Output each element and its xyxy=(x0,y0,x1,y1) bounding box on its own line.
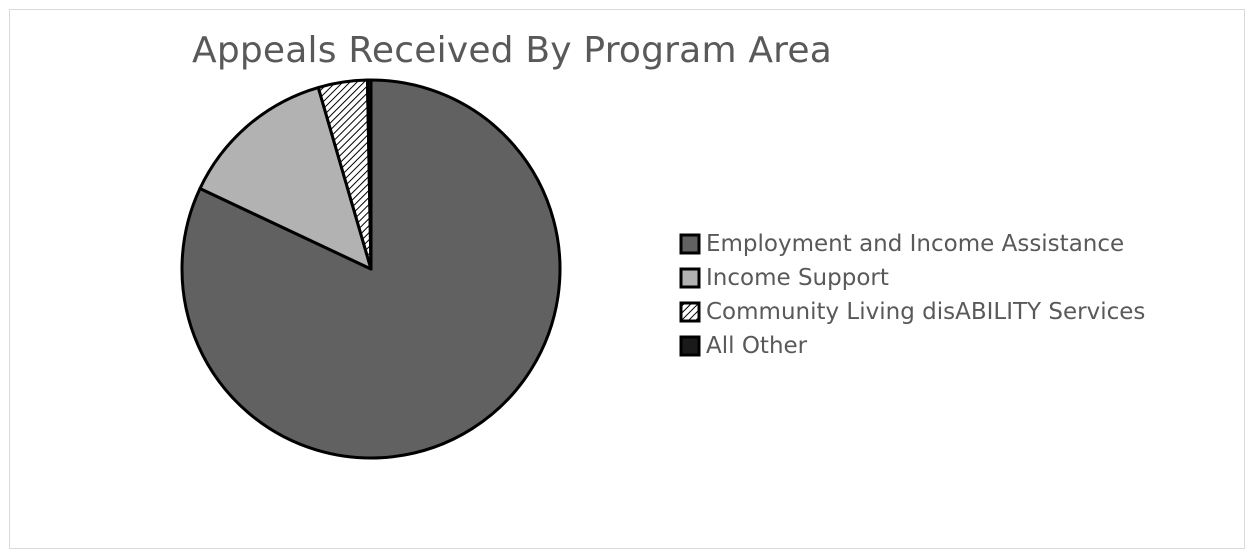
legend-swatch xyxy=(679,233,701,255)
pie-chart xyxy=(180,78,562,460)
legend-label: Community Living disABILITY Services xyxy=(706,299,1146,325)
legend-item[interactable]: All Other xyxy=(679,329,1145,363)
pie-slice[interactable] xyxy=(365,78,373,271)
legend-label: Income Support xyxy=(706,265,889,291)
legend-item[interactable]: Employment and Income Assistance xyxy=(679,227,1145,261)
legend-swatch xyxy=(679,267,701,289)
chart-legend: Employment and Income Assistance Income … xyxy=(679,227,1145,363)
legend-item[interactable]: Community Living disABILITY Services xyxy=(679,295,1145,329)
legend-label: Employment and Income Assistance xyxy=(706,231,1125,257)
pie-slice[interactable] xyxy=(198,86,373,271)
legend-swatch xyxy=(679,301,701,323)
legend-swatch xyxy=(679,335,701,357)
legend-label: All Other xyxy=(706,333,808,359)
chart-title: Appeals Received By Program Area xyxy=(192,30,833,71)
legend-item[interactable]: Income Support xyxy=(679,261,1145,295)
